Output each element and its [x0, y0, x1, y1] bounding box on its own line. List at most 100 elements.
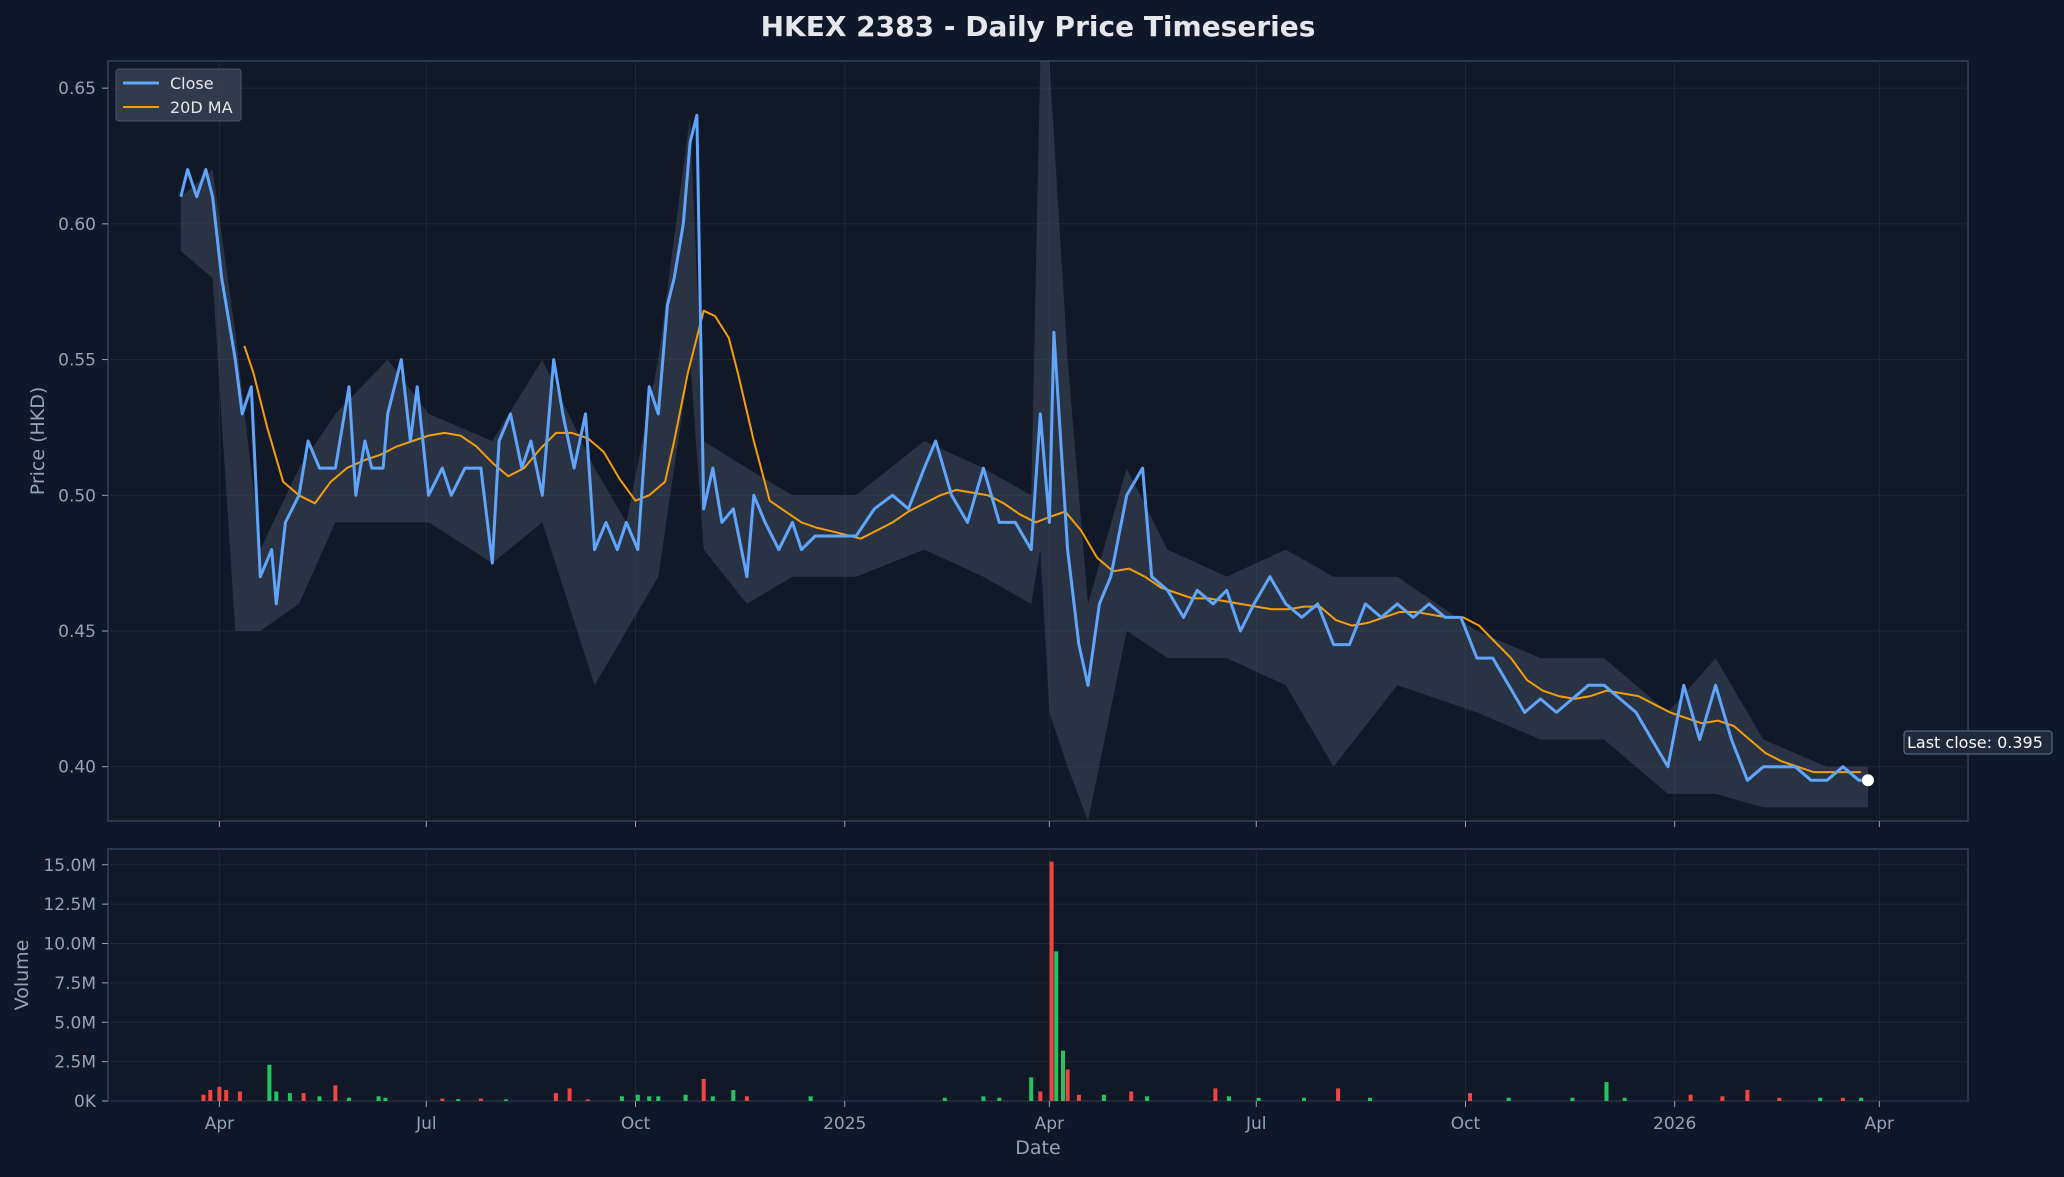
close-price-line	[179, 113, 1868, 782]
x-tick-label: Jul	[415, 1114, 437, 1134]
x-tick-label: Apr	[205, 1114, 234, 1134]
volume-bar	[1336, 1088, 1341, 1101]
volume-bar	[347, 1097, 351, 1101]
price-y-tick-label: 0.45	[58, 622, 96, 642]
volume-bar	[456, 1099, 461, 1101]
volume-bar	[274, 1091, 279, 1101]
volume-bar	[333, 1085, 338, 1102]
volume-gridlines	[108, 849, 1968, 1102]
price-lines	[179, 113, 1874, 787]
x-tick-label: Oct	[1451, 1114, 1481, 1134]
volume-bar	[478, 1098, 483, 1101]
volume-bar	[731, 1090, 736, 1101]
volume-bar	[208, 1090, 213, 1101]
volume-bar	[1368, 1097, 1372, 1101]
volume-bar	[237, 1091, 242, 1101]
volume-bar	[710, 1096, 715, 1101]
volume-bar	[1818, 1097, 1823, 1101]
volume-bar	[942, 1097, 947, 1101]
volume-bar	[656, 1096, 661, 1101]
x-axis-label: Date	[1015, 1137, 1060, 1159]
legend: Close 20D MA	[115, 68, 242, 122]
price-y-tick-label: 0.55	[58, 351, 96, 371]
volume-bars	[201, 861, 1864, 1102]
volume-bar	[217, 1086, 222, 1101]
volume-bar	[440, 1098, 445, 1101]
volume-bar	[1061, 1050, 1065, 1101]
volume-bar	[1049, 861, 1054, 1101]
x-axis-ticks: Apr Jul Oct 2025 Apr Jul Oct 2026 Apr	[205, 821, 1894, 1134]
volume-bar	[997, 1097, 1002, 1101]
volume-y-tick-label: 10.0M	[43, 935, 96, 955]
volume-bar	[1227, 1096, 1231, 1101]
legend-ma-label: 20D MA	[170, 98, 233, 117]
volume-bar	[1745, 1090, 1750, 1101]
volume-bar	[1029, 1077, 1034, 1101]
price-y-axis-label: Price (HKD)	[27, 387, 49, 496]
volume-bar	[635, 1094, 640, 1101]
ma20-line	[243, 309, 1862, 774]
annotation-text: Last close: 0.395	[1907, 733, 2043, 752]
volume-y-ticks: 0K 2.5M 5.0M 7.5M 10.0M 12.5M 15.0M	[43, 856, 108, 1112]
price-y-ticks: 0.40 0.45 0.50 0.55 0.60 0.65	[58, 79, 108, 778]
x-tick-label: Apr	[1865, 1114, 1894, 1134]
volume-y-tick-label: 12.5M	[43, 895, 96, 915]
high-low-band	[180, 61, 1868, 821]
volume-bar	[744, 1096, 749, 1101]
volume-bar	[553, 1093, 558, 1101]
volume-bar	[619, 1096, 624, 1101]
x-tick-label: 2026	[1653, 1114, 1696, 1134]
last-close-marker	[1861, 774, 1874, 787]
volume-bar	[1129, 1091, 1134, 1101]
volume-bar	[1054, 951, 1059, 1101]
volume-bar	[1145, 1096, 1150, 1101]
volume-bar	[317, 1096, 322, 1101]
volume-bar	[301, 1093, 306, 1101]
volume-bar	[383, 1097, 388, 1101]
volume-bar	[808, 1096, 813, 1101]
volume-bar	[1840, 1097, 1845, 1101]
volume-bar	[1302, 1097, 1306, 1101]
volume-y-tick-label: 2.5M	[54, 1053, 96, 1073]
volume-bar	[1777, 1097, 1782, 1101]
volume-bar	[981, 1096, 986, 1101]
price-y-tick-label: 0.60	[58, 215, 96, 235]
volume-bar	[1604, 1082, 1609, 1101]
x-tick-label: Jul	[1245, 1114, 1267, 1134]
price-y-tick-label: 0.50	[58, 486, 96, 506]
volume-bar	[1065, 1069, 1070, 1101]
volume-y-tick-label: 7.5M	[54, 974, 96, 994]
price-range-band	[180, 61, 1868, 821]
volume-bar	[1468, 1093, 1472, 1101]
volume-bar	[585, 1099, 590, 1101]
annotation-box	[1903, 730, 2053, 755]
volume-bar	[567, 1088, 572, 1101]
volume-bar	[1720, 1096, 1725, 1101]
volume-bar	[1859, 1097, 1864, 1101]
volume-bar	[267, 1064, 272, 1101]
volume-bar	[1506, 1097, 1511, 1101]
volume-bar	[287, 1093, 292, 1101]
volume-bar	[683, 1094, 688, 1101]
volume-y-axis-label: Volume	[11, 940, 33, 1011]
volume-bar	[1101, 1094, 1106, 1101]
volume-bar	[1076, 1094, 1081, 1101]
volume-bar	[376, 1096, 381, 1101]
volume-bar	[224, 1090, 229, 1101]
x-tick-label: Apr	[1035, 1114, 1064, 1134]
volume-bar	[201, 1094, 206, 1101]
price-gridlines	[108, 61, 1968, 821]
volume-bar	[647, 1096, 652, 1101]
volume-panel	[107, 848, 1969, 1102]
legend-close-label: Close	[170, 74, 214, 93]
volume-bar	[701, 1079, 706, 1101]
price-y-tick-label: 0.65	[58, 79, 96, 99]
volume-bar	[1622, 1097, 1627, 1101]
volume-y-tick-label: 5.0M	[54, 1013, 96, 1033]
price-y-tick-label: 0.40	[58, 758, 96, 778]
volume-y-tick-label: 15.0M	[43, 856, 96, 876]
volume-bar	[1256, 1097, 1261, 1101]
last-close-annotation: Last close: 0.395	[1903, 730, 2053, 755]
